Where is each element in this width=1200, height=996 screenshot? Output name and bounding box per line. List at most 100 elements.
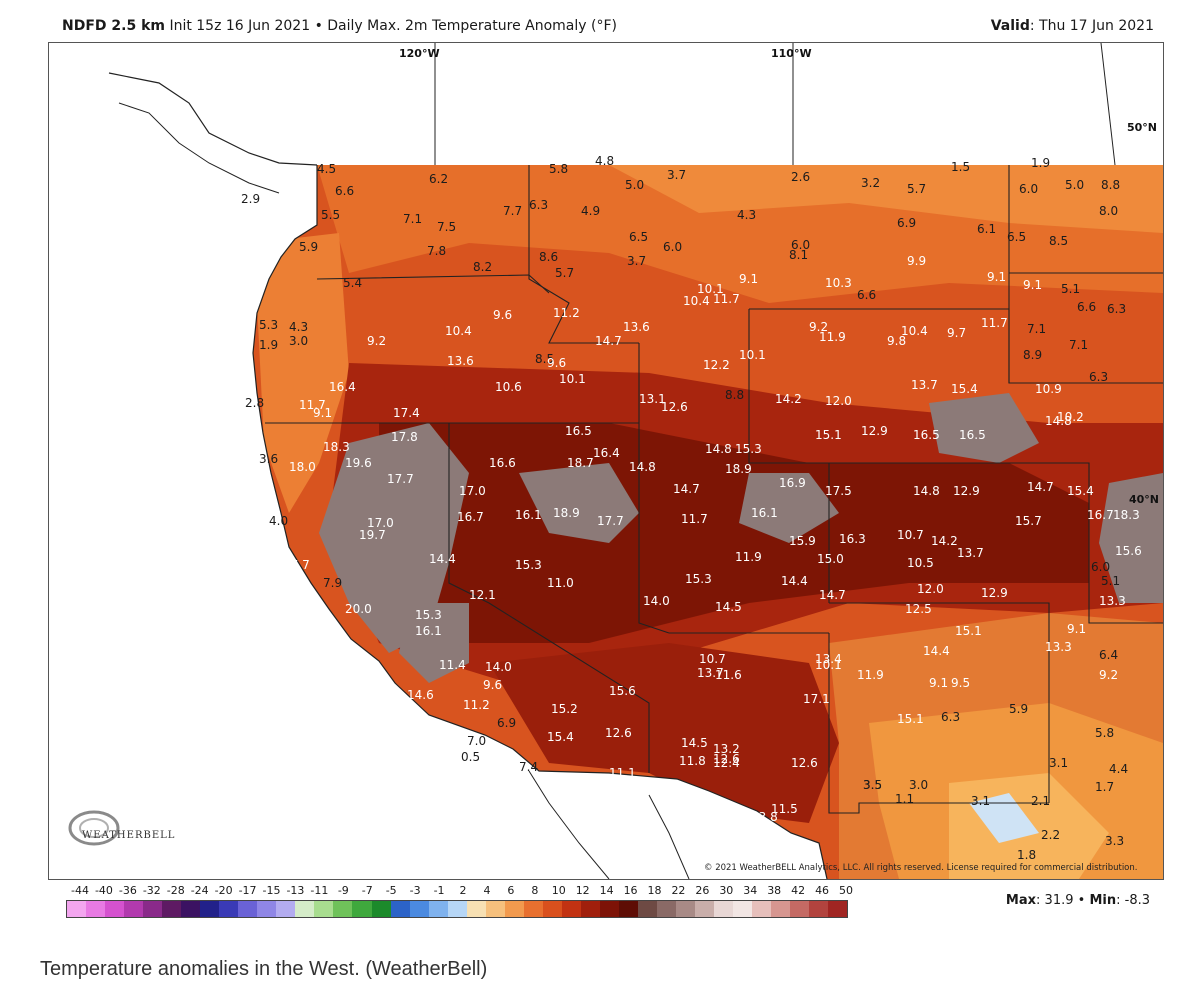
anomaly-value-label: 16.4	[593, 446, 620, 460]
lon-label-110w: 110°W	[771, 47, 812, 60]
color-scale-swatch	[143, 901, 163, 917]
color-scale-swatch	[485, 901, 505, 917]
anomaly-value-label: 18.3	[323, 440, 350, 454]
anomaly-value-label: 10.1	[559, 372, 586, 386]
anomaly-value-label: 18.3	[1113, 508, 1140, 522]
anomaly-value-label: 8.6	[539, 250, 558, 264]
color-scale-swatch	[580, 901, 600, 917]
anomaly-value-label: 2.2	[1041, 828, 1060, 842]
anomaly-value-label: 12.9	[981, 586, 1008, 600]
lat-label-50n: 50°N	[1127, 121, 1158, 134]
anomaly-value-label: 5.1	[1101, 574, 1120, 588]
anomaly-value-label: 17.7	[597, 514, 624, 528]
anomaly-value-label: 1.1	[895, 792, 914, 806]
anomaly-value-label: 14.6	[407, 688, 434, 702]
color-scale-tick-label: -5	[385, 884, 397, 897]
anomaly-value-label: 12.6	[713, 752, 740, 766]
lat-label-40n: 40°N	[1129, 493, 1160, 506]
anomaly-value-label: 6.0	[1091, 560, 1110, 574]
map-frame: 4.5 6.6 6.2 5.8 4.8 3.7 5.0 2.6 3.2 5.7 1.5 1.9 6.0 5…	[48, 42, 1164, 880]
anomaly-value-label: 6.5	[1007, 230, 1026, 244]
anomaly-value-label: 13.2	[713, 742, 740, 756]
color-scale-swatch	[561, 901, 581, 917]
anomaly-value-label: 12.6	[605, 726, 632, 740]
color-scale-swatch	[86, 901, 106, 917]
color-scale-swatch	[599, 901, 619, 917]
anomaly-value-label: 3.3	[1105, 834, 1124, 848]
anomaly-value-label: 4.3	[289, 320, 308, 334]
anomaly-value-label: 11.9	[735, 550, 762, 564]
anomaly-value-label: 3.1	[1049, 756, 1068, 770]
anomaly-value-label: 14.8	[913, 484, 940, 498]
title-separator: •	[314, 18, 323, 34]
anomaly-value-label: 16.3	[839, 532, 866, 546]
anomaly-field	[253, 165, 1163, 879]
color-scale-swatch	[371, 901, 391, 917]
anomaly-value-label: 5.8	[1095, 726, 1114, 740]
max-min-readout: Max: 31.9 • Min: -8.3	[1006, 893, 1150, 908]
anomaly-value-label: 1.9	[259, 338, 278, 352]
color-scale-swatch	[428, 901, 448, 917]
color-scale-swatch	[181, 901, 201, 917]
anomaly-value-label: 6.2	[429, 172, 448, 186]
anomaly-value-label: 5.5	[321, 208, 340, 222]
anomaly-value-label: 9.2	[1099, 668, 1118, 682]
color-scale-swatch	[124, 901, 144, 917]
anomaly-value-label: 19.6	[345, 456, 372, 470]
color-scale-tick-label: 2	[459, 884, 467, 897]
color-scale-tick-label: -7	[361, 884, 373, 897]
anomaly-value-label: 4.5	[317, 162, 336, 176]
color-scale-tick-label: 10	[551, 884, 566, 897]
color-scale-swatch	[523, 901, 543, 917]
anomaly-value-label: 16.4	[329, 380, 356, 394]
anomaly-value-label: 14.0	[485, 660, 512, 674]
anomaly-value-label: 11.6	[715, 668, 742, 682]
anomaly-value-label: 15.2	[551, 702, 578, 716]
color-scale-tick-label: 4	[483, 884, 491, 897]
color-scale-tick-label: 42	[791, 884, 806, 897]
anomaly-value-label: 17.7	[387, 472, 414, 486]
anomaly-value-label: 7.5	[437, 220, 456, 234]
anomaly-value-label: 13.3	[1099, 594, 1126, 608]
min-value: : -8.3	[1116, 893, 1150, 908]
anomaly-value-label: 6.4	[1099, 648, 1118, 662]
anomaly-value-label: 10.4	[683, 294, 710, 308]
min-label: Min	[1089, 893, 1117, 908]
anomaly-value-label: 6.6	[1077, 300, 1096, 314]
anomaly-value-label: 7.1	[1027, 322, 1046, 336]
anomaly-value-label: 10.2	[1057, 410, 1084, 424]
anomaly-value-label: 14.0	[643, 594, 670, 608]
anomaly-value-label: 7.8	[427, 244, 446, 258]
color-scale-swatch	[504, 901, 524, 917]
anomaly-value-label: 14.5	[681, 736, 708, 750]
anomaly-value-label: 17.4	[393, 406, 420, 420]
anomaly-value-label: 9.7	[947, 326, 966, 340]
anomaly-value-label: 15.7	[1015, 514, 1042, 528]
anomaly-value-label: 17.5	[825, 484, 852, 498]
anomaly-value-label: 16.5	[565, 424, 592, 438]
anomaly-value-label: 15.1	[815, 428, 842, 442]
anomaly-value-label: 14.4	[781, 574, 808, 588]
anomaly-value-label: 10.5	[907, 556, 934, 570]
anomaly-value-label: 4.4	[1109, 762, 1128, 776]
anomaly-value-label: 11.1	[609, 766, 636, 780]
color-scale-tick-label: 30	[719, 884, 734, 897]
anomaly-value-label: 3.2	[861, 176, 880, 190]
anomaly-value-label: 10.4	[901, 324, 928, 338]
anomaly-value-label: 10.1	[697, 282, 724, 296]
color-scale-swatch	[790, 901, 810, 917]
color-scale-bar	[66, 900, 848, 918]
anomaly-value-label: 5.0	[1065, 178, 1084, 192]
anomaly-value-label: 5.0	[625, 178, 644, 192]
anomaly-value-label: 10.9	[1035, 382, 1062, 396]
model-name: NDFD 2.5 km	[62, 18, 165, 34]
anomaly-value-label: 10.1	[815, 658, 842, 672]
color-scale-tick-label: -20	[214, 884, 233, 897]
anomaly-value-label: 7.1	[1069, 338, 1088, 352]
max-value: : 31.9	[1036, 893, 1074, 908]
color-scale-swatch	[409, 901, 429, 917]
color-scale-swatch	[733, 901, 753, 917]
anomaly-value-label: 9.9	[907, 254, 926, 268]
anomaly-value-label: 12.5	[905, 602, 932, 616]
anomaly-value-label: 10.3	[825, 276, 852, 290]
